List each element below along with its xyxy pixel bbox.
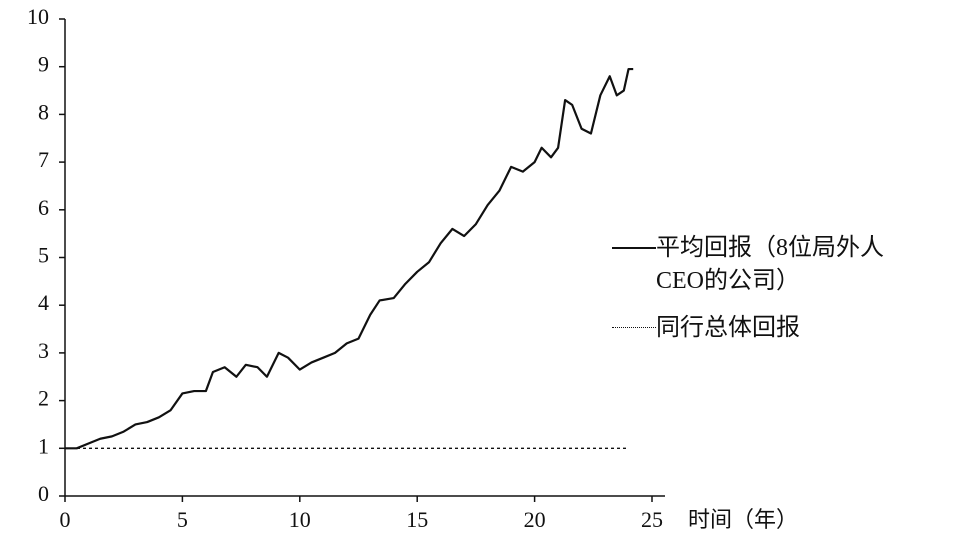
legend-label: 同行总体回报 bbox=[656, 315, 800, 341]
y-tick-label: 7 bbox=[38, 147, 49, 172]
x-tick-label: 5 bbox=[177, 507, 188, 532]
legend-label: 平均回报（8位局外人CEO的公司） bbox=[656, 235, 884, 294]
legend-item: 平均回报（8位局外人CEO的公司） bbox=[612, 232, 942, 298]
y-tick-label: 4 bbox=[38, 290, 49, 315]
legend-line bbox=[612, 327, 656, 328]
x-tick-label: 15 bbox=[406, 507, 428, 532]
x-tick-label: 20 bbox=[524, 507, 546, 532]
x-tick-label: 25 bbox=[641, 507, 663, 532]
y-tick-label: 1 bbox=[38, 433, 49, 458]
y-tick-label: 3 bbox=[38, 338, 49, 363]
y-tick-label: 8 bbox=[38, 99, 49, 124]
x-tick-label: 0 bbox=[60, 507, 71, 532]
legend-line bbox=[612, 247, 656, 249]
series-line bbox=[65, 67, 634, 450]
y-tick-label: 10 bbox=[27, 4, 49, 29]
legend: 平均回报（8位局外人CEO的公司） 同行总体回报 bbox=[612, 232, 942, 359]
legend-swatch bbox=[612, 232, 656, 262]
y-tick-label: 9 bbox=[38, 52, 49, 77]
x-tick-label: 10 bbox=[289, 507, 311, 532]
legend-swatch bbox=[612, 312, 656, 342]
y-tick-label: 2 bbox=[38, 386, 49, 411]
legend-item: 同行总体回报 bbox=[612, 312, 942, 345]
y-tick-label: 0 bbox=[38, 481, 49, 506]
y-tick-label: 5 bbox=[38, 243, 49, 268]
y-tick-label: 6 bbox=[38, 195, 49, 220]
x-axis-label: 时间（年） bbox=[688, 507, 798, 532]
